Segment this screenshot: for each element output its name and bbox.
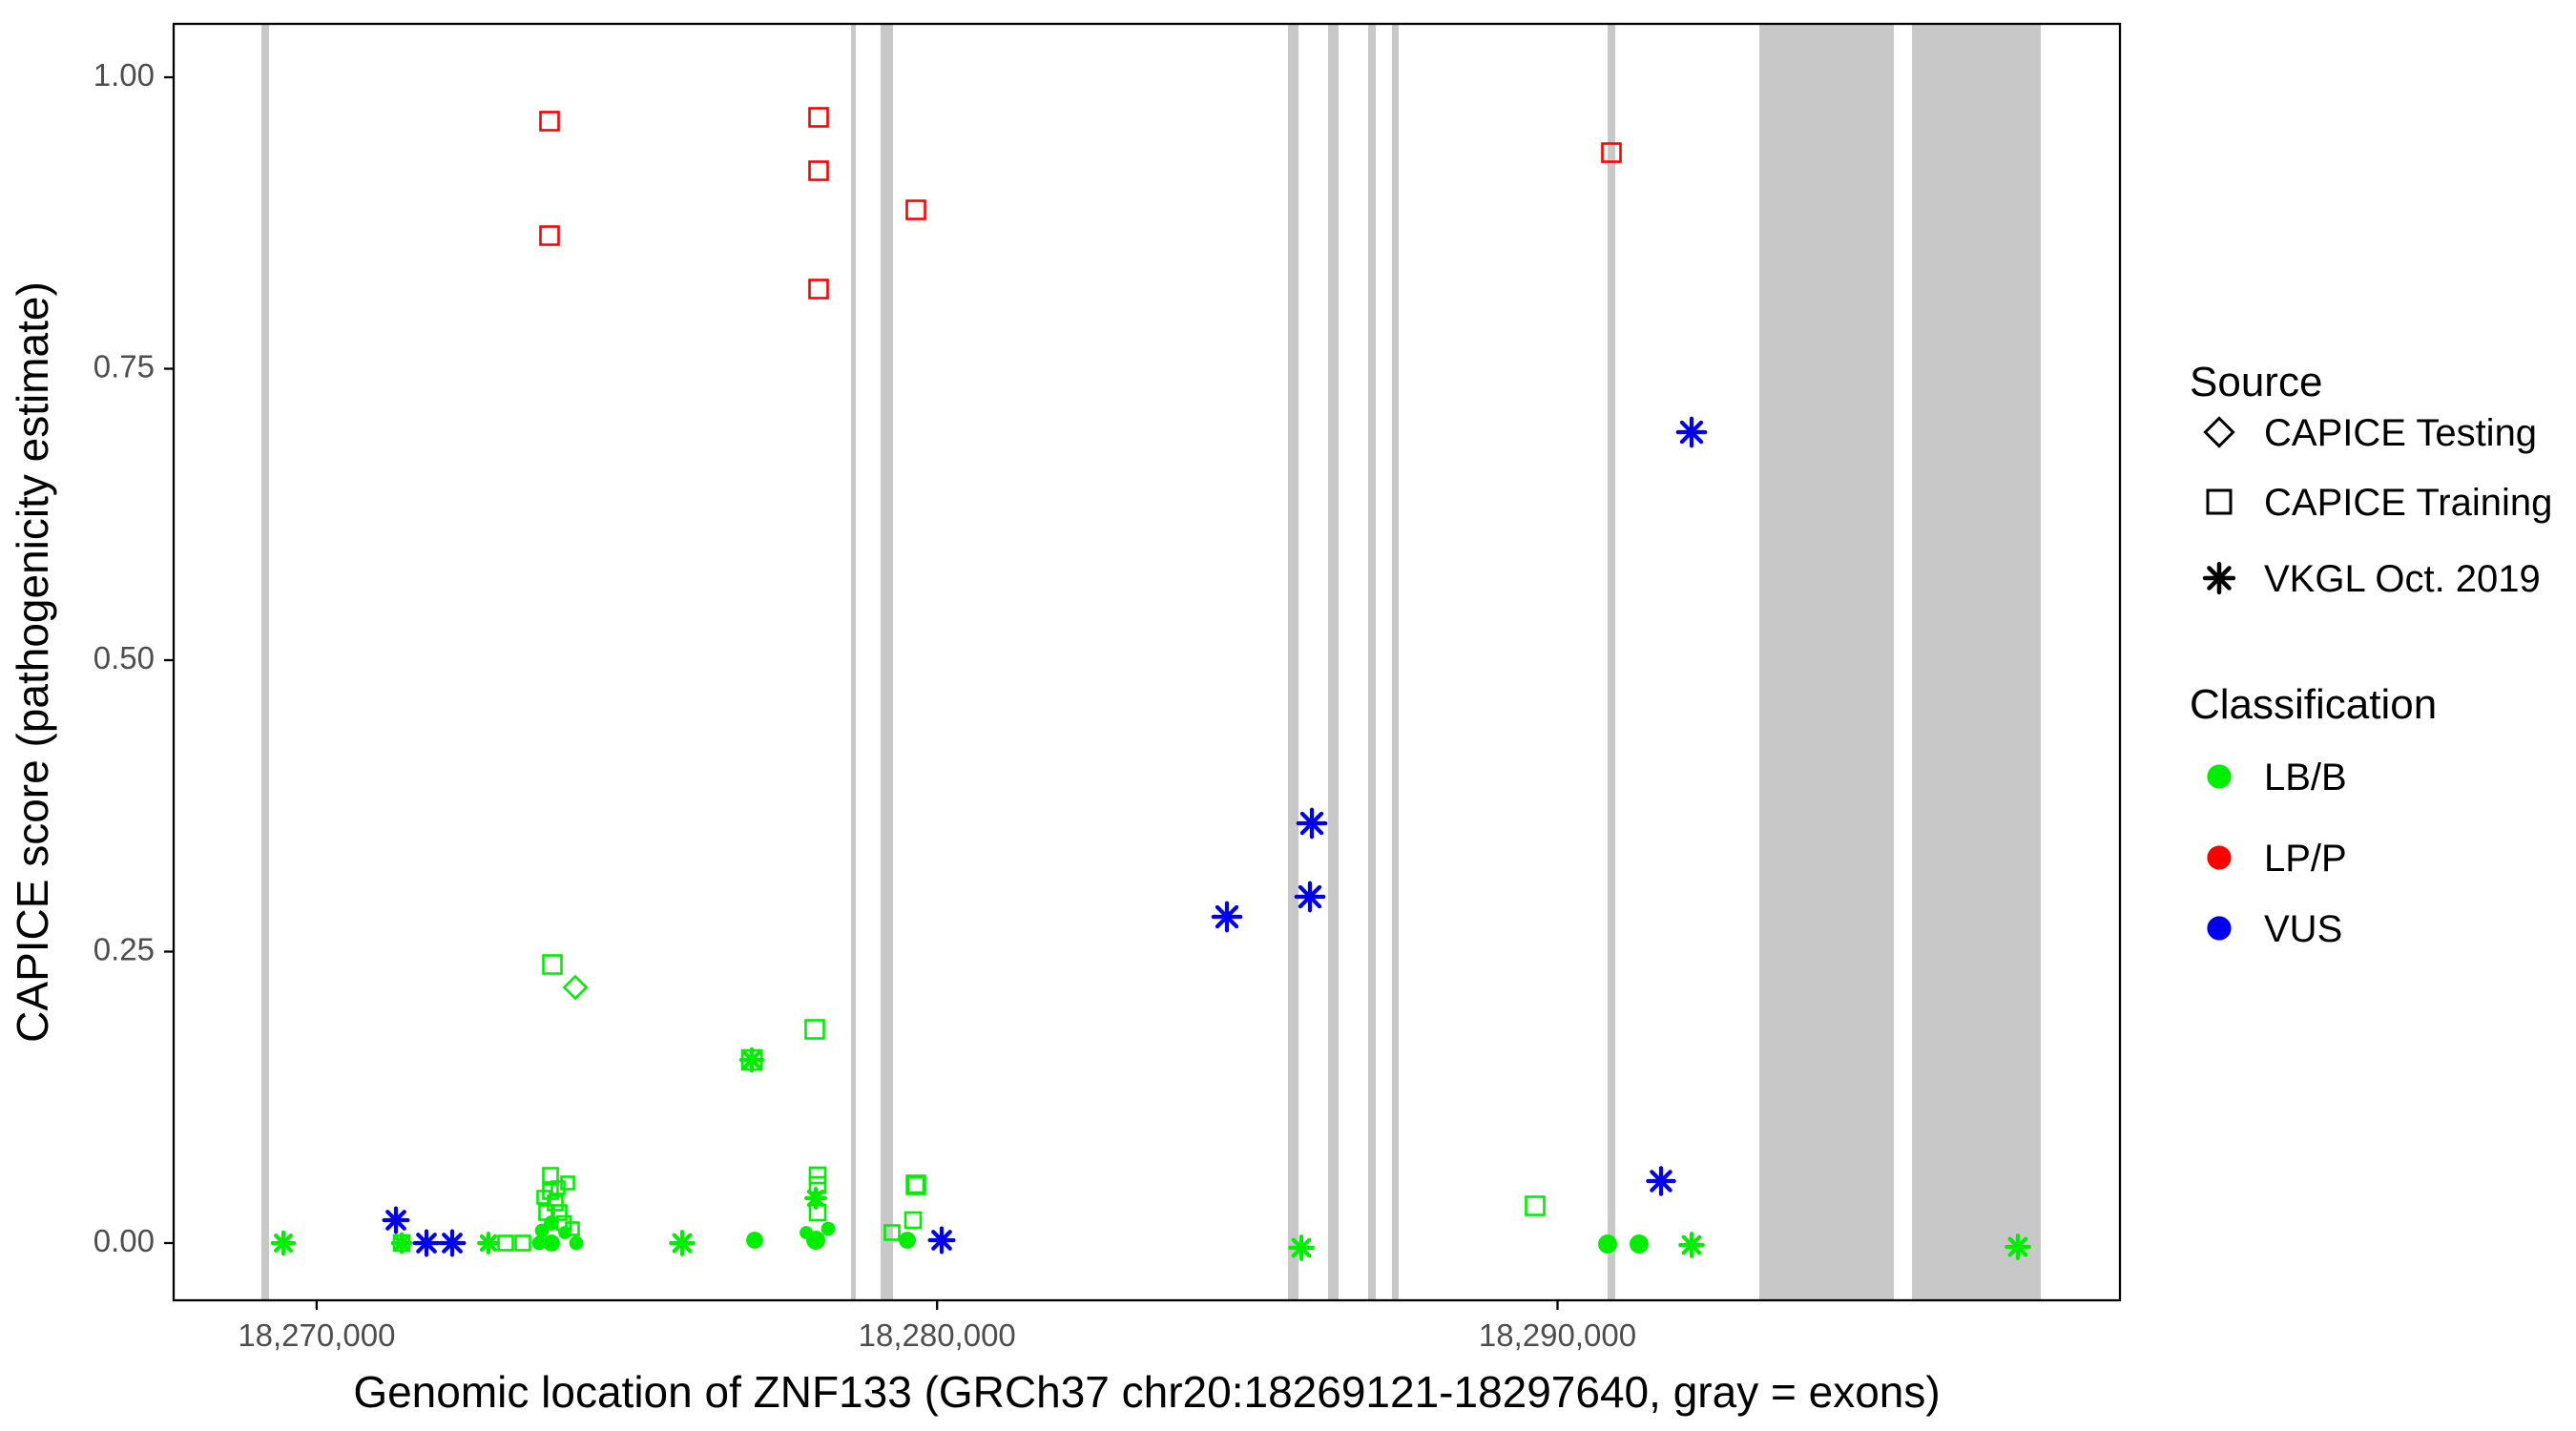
svg-text:CAPICE score (pathogenicity es: CAPICE score (pathogenicity estimate): [8, 281, 57, 1043]
svg-text:LB/B: LB/B: [2264, 757, 2347, 798]
svg-text:Genomic location of ZNF133 (GR: Genomic location of ZNF133 (GRCh37 chr20…: [353, 1367, 1940, 1417]
svg-text:0.75: 0.75: [93, 349, 155, 384]
svg-text:1.00: 1.00: [93, 57, 155, 93]
svg-text:CAPICE Testing: CAPICE Testing: [2264, 412, 2537, 454]
svg-text:0.25: 0.25: [93, 932, 155, 967]
svg-text:0.50: 0.50: [93, 640, 155, 675]
svg-text:Source: Source: [2190, 359, 2322, 405]
svg-text:VKGL Oct. 2019: VKGL Oct. 2019: [2264, 558, 2541, 600]
svg-text:LP/P: LP/P: [2264, 838, 2347, 880]
svg-text:0.00: 0.00: [93, 1223, 155, 1258]
svg-text:18,280,000: 18,280,000: [859, 1317, 1016, 1353]
svg-text:18,270,000: 18,270,000: [238, 1317, 395, 1353]
svg-text:CAPICE Training: CAPICE Training: [2264, 482, 2552, 524]
svg-text:VUS: VUS: [2264, 908, 2342, 950]
svg-text:18,290,000: 18,290,000: [1479, 1317, 1636, 1353]
svg-text:Classification: Classification: [2190, 681, 2437, 728]
